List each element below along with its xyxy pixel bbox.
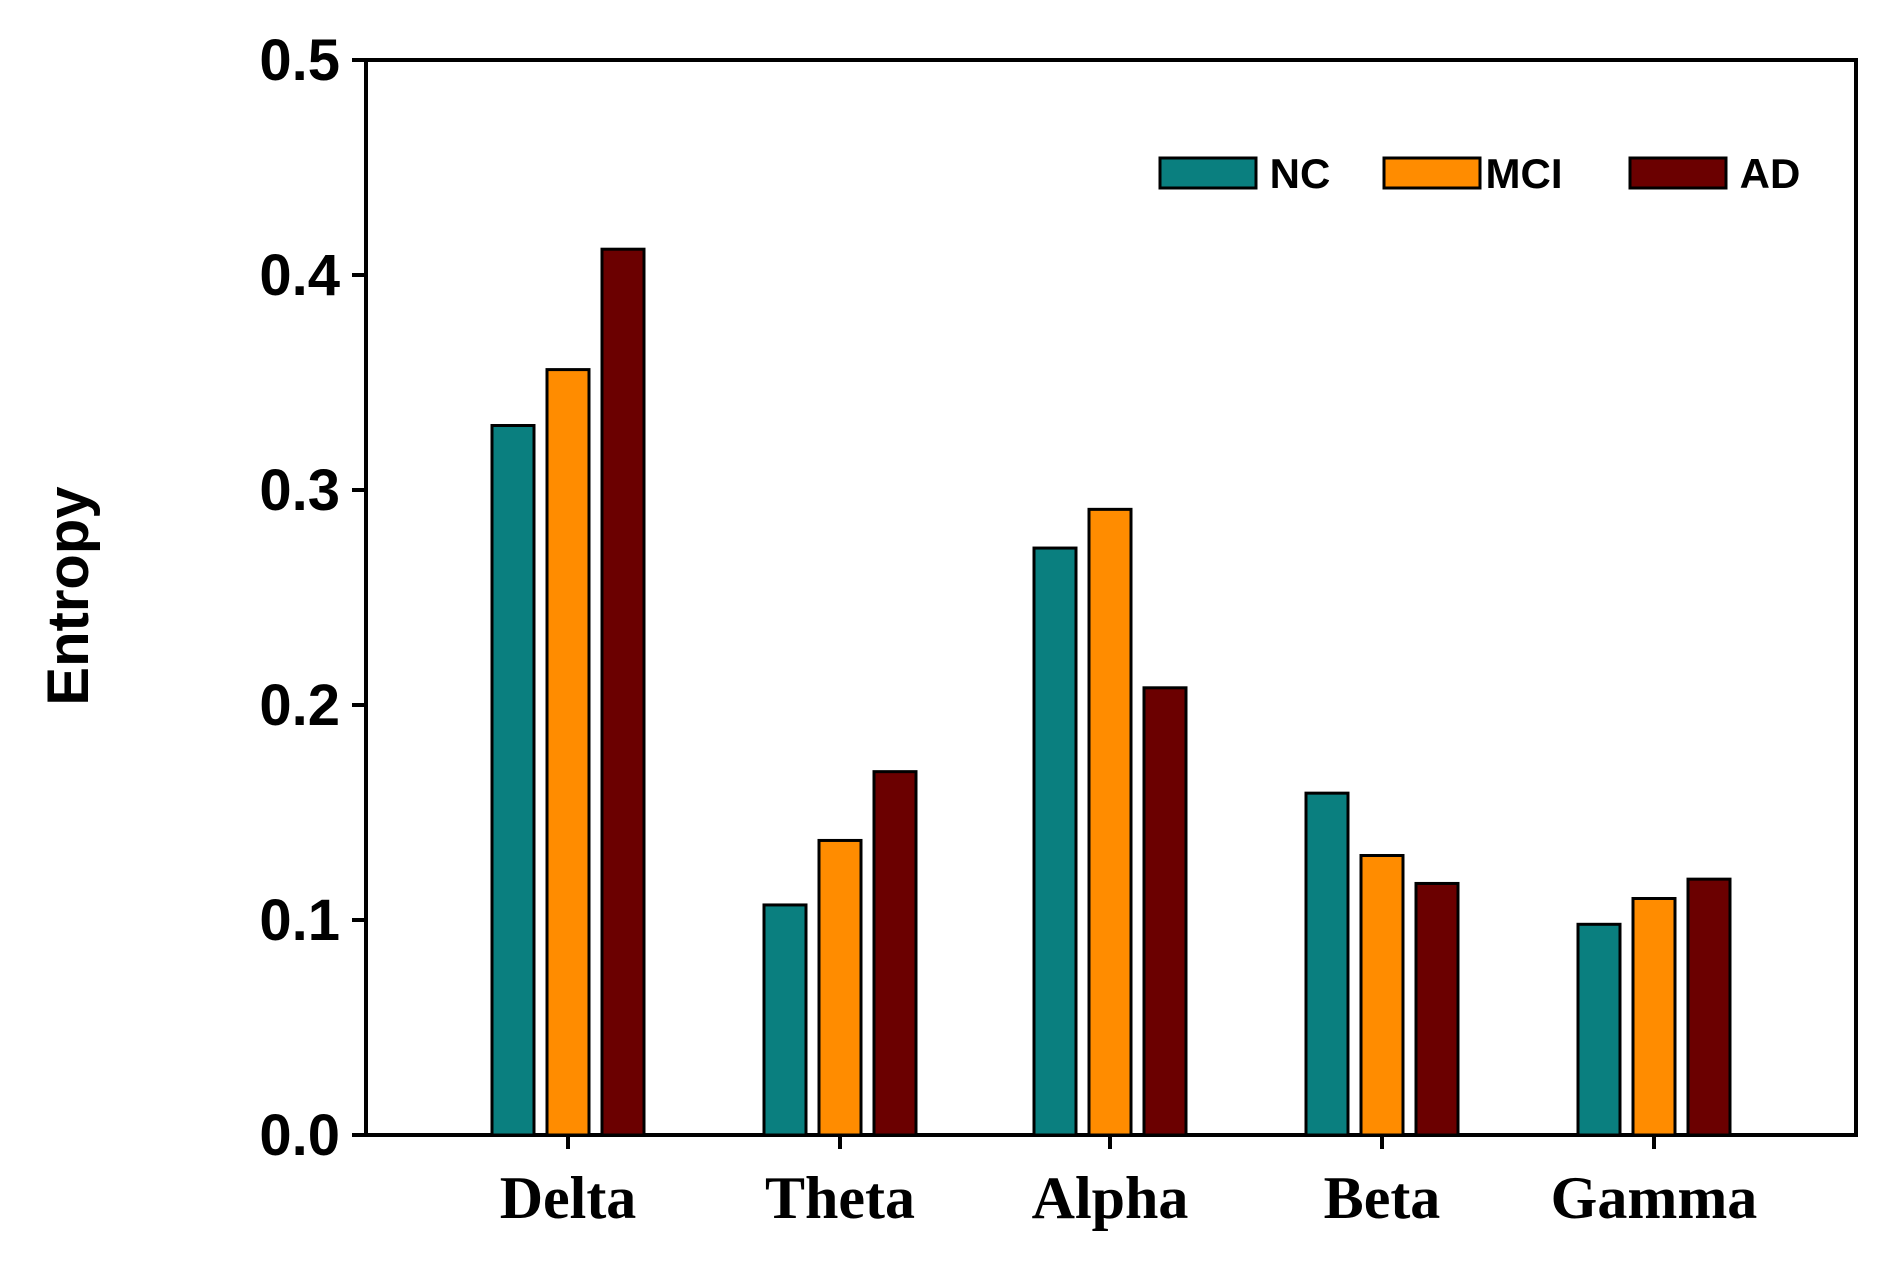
bar-mci-beta [1359,854,1405,1137]
bar-mci-theta [817,838,863,1137]
legend-label-nc: NC [1270,150,1331,197]
bar-ad-alpha [1142,686,1188,1137]
y-tick-label: 0.5 [259,28,340,93]
bar-ad-theta [872,770,918,1137]
bar-ad-gamma [1686,877,1732,1137]
legend-swatch-nc [1158,156,1258,190]
x-tick-label-theta: Theta [765,1165,915,1231]
y-tick-label: 0.1 [259,888,340,953]
legend-label-ad: AD [1740,150,1801,197]
y-tick-label: 0.3 [259,458,340,523]
bar-nc-beta [1304,791,1350,1137]
legend-label-mci: MCI [1486,150,1563,197]
x-tick-label-gamma: Gamma [1551,1165,1758,1231]
x-tick-label-delta: Delta [500,1165,637,1231]
x-tick-label-beta: Beta [1324,1165,1441,1231]
bar-mci-delta [545,368,591,1137]
bar-nc-alpha [1032,546,1078,1137]
bar-nc-gamma [1576,922,1622,1137]
y-tick-label: 0.2 [259,673,340,738]
y-axis-label: Entropy [36,486,101,705]
x-tick-label-alpha: Alpha [1032,1165,1189,1231]
legend-swatch-ad [1628,156,1728,190]
bar-mci-gamma [1631,897,1677,1137]
bar-nc-delta [490,424,536,1137]
y-tick-label: 0.0 [259,1103,340,1168]
y-tick-label: 0.4 [259,243,340,308]
bar-ad-beta [1414,881,1460,1137]
bar-mci-alpha [1087,507,1133,1137]
legend-swatch-mci [1382,156,1482,190]
bar-ad-delta [600,247,646,1137]
bar-nc-theta [762,903,808,1137]
